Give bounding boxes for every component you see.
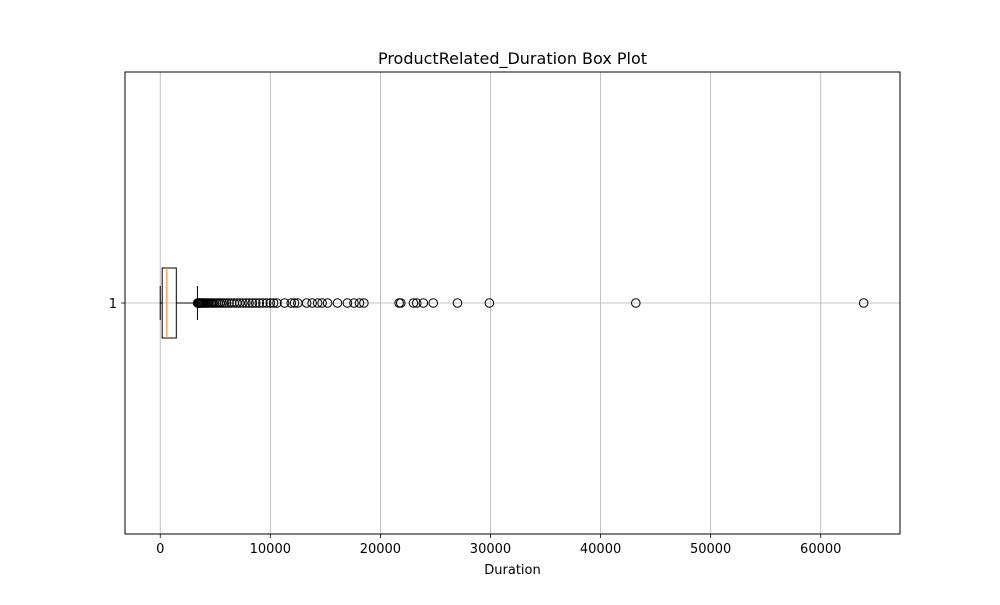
outlier-point — [241, 298, 251, 308]
outlier-point — [244, 298, 254, 308]
outlier-point — [224, 298, 234, 308]
outlier-point — [289, 298, 300, 308]
x-tick-label: 0 — [156, 542, 164, 557]
outlier-point — [342, 298, 353, 308]
outlier-point — [322, 298, 333, 308]
outlier-point — [484, 298, 495, 308]
outlier-point — [630, 298, 641, 308]
outlier-point — [307, 298, 317, 308]
outlier-point — [219, 298, 230, 308]
x-axis-label: Duration — [484, 563, 540, 578]
outlier-point — [258, 298, 268, 308]
outlier-point — [312, 298, 323, 308]
outlier-layer — [192, 298, 869, 308]
outlier-point — [452, 298, 463, 308]
outlier-point — [237, 298, 248, 308]
x-tick-label: 10000 — [250, 542, 291, 557]
outlier-point — [317, 298, 327, 308]
chart-title: ProductRelated_Duration Box Plot — [378, 49, 647, 69]
outlier-point — [261, 298, 272, 308]
tick-layer: 0 10000 20000 30000 40000 50000 60000 1 — [109, 297, 842, 557]
outlier-point — [301, 298, 312, 308]
x-tick-label: 60000 — [800, 542, 841, 557]
outlier-point — [408, 298, 419, 308]
outlier-point — [235, 298, 245, 308]
outlier-point — [354, 298, 365, 308]
outlier-point — [349, 298, 359, 308]
outlier-point — [217, 298, 227, 308]
outlier-point — [395, 298, 406, 308]
x-tick-label: 30000 — [470, 542, 511, 557]
iqr-box — [161, 267, 177, 339]
outlier-point — [265, 298, 276, 308]
outlier-point — [428, 298, 439, 308]
outlier-point — [858, 298, 869, 308]
x-tick-label: 50000 — [690, 542, 731, 557]
outlier-point — [268, 298, 279, 308]
grid-layer — [125, 72, 900, 534]
outlier-point — [254, 298, 265, 308]
outlier-point — [418, 298, 429, 308]
x-tick-label: 40000 — [580, 542, 621, 557]
y-tick-label: 1 — [109, 297, 117, 312]
outlier-point — [411, 298, 422, 308]
outlier-point — [247, 298, 258, 308]
outlier-point — [279, 298, 290, 308]
outlier-point — [272, 298, 282, 308]
x-tick-label: 20000 — [360, 542, 401, 557]
outlier-point — [250, 298, 261, 308]
outlier-point — [359, 298, 369, 308]
outlier-point — [332, 298, 343, 308]
outlier-point — [221, 298, 232, 308]
outlier-point — [286, 298, 297, 308]
